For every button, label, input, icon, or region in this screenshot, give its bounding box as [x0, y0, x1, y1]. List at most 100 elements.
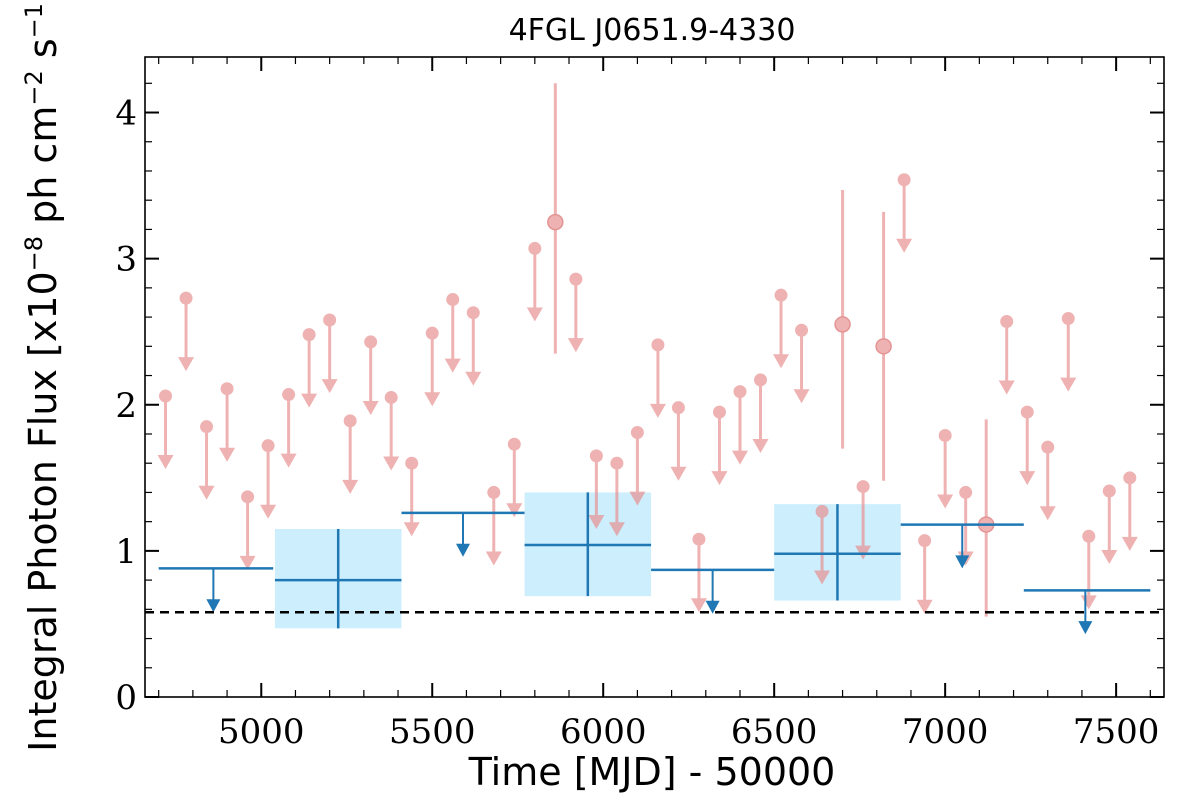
plot-area [145, 83, 1164, 635]
fine-upper-limit-arrowhead [649, 403, 666, 418]
fine-upper-limit [690, 532, 707, 613]
fine-upper-limit-marker [938, 428, 952, 442]
fine-upper-limit-arrowhead [1039, 506, 1056, 521]
fine-detection [977, 419, 995, 617]
fine-upper-limit [1121, 471, 1138, 551]
coarse-upper-limit-arrowhead [456, 543, 471, 557]
fine-upper-limit-arrowhead [260, 504, 277, 519]
fine-upper-limit-marker [1123, 471, 1137, 485]
fine-upper-limit-arrowhead [896, 238, 913, 253]
fine-upper-limit-arrowhead [998, 380, 1015, 395]
fine-upper-limit-marker [610, 456, 624, 470]
fine-upper-limit [424, 326, 441, 407]
x-tick-label: 5500 [389, 712, 476, 752]
fine-upper-limit-marker [446, 293, 460, 307]
fine-upper-limit [485, 485, 502, 566]
fine-upper-limit [608, 456, 625, 537]
fine-upper-limit-marker [1082, 529, 1096, 543]
fine-upper-limit [1060, 312, 1077, 392]
fine-upper-limit-marker [425, 326, 439, 340]
y-tick-label: 0 [115, 678, 137, 718]
coarse-upper-limit-arrowhead [1078, 621, 1093, 635]
fine-upper-limit-marker [959, 485, 973, 499]
fine-upper-limit [814, 504, 831, 585]
fine-upper-limit-marker [1102, 484, 1116, 498]
fine-upper-limit [1039, 440, 1056, 521]
fine-upper-limit-marker [384, 390, 398, 404]
fine-upper-limit-marker [712, 405, 726, 419]
fine-upper-limit [896, 173, 913, 253]
fine-upper-limit-marker [1000, 314, 1014, 328]
fine-upper-limit-marker [774, 288, 788, 302]
fine-upper-limit-arrowhead [608, 522, 625, 537]
fine-upper-limit-marker [282, 388, 296, 402]
fine-upper-limit-arrowhead [280, 453, 297, 468]
fine-upper-limit-arrowhead [567, 338, 584, 353]
fine-upper-limit-marker [323, 313, 337, 327]
fine-upper-limit [157, 389, 174, 470]
fine-upper-limit [444, 293, 461, 373]
fine-upper-limit-arrowhead [1121, 536, 1138, 551]
fine-upper-limit [362, 335, 379, 415]
fine-upper-limit-marker [795, 323, 809, 337]
fine-upper-limit-arrowhead [342, 479, 359, 494]
fine-upper-limit-marker [1061, 312, 1075, 326]
fine-upper-limit-marker [733, 385, 747, 399]
plot-frame [144, 56, 1165, 698]
fine-upper-limit-marker [364, 335, 378, 349]
fine-upper-limit-arrowhead [773, 354, 790, 369]
fine-upper-limit-arrowhead [219, 447, 236, 462]
fine-upper-limit-marker [569, 272, 583, 286]
fine-upper-limit [567, 272, 584, 353]
fine-upper-limit-marker [159, 389, 173, 403]
fine-upper-limit-arrowhead [178, 357, 195, 372]
fine-upper-limit [1080, 529, 1097, 610]
fine-upper-limit-marker [179, 291, 193, 305]
fine-upper-limit-marker [918, 534, 932, 548]
fine-upper-limit-marker [487, 485, 501, 499]
fine-upper-limit-marker [241, 490, 255, 504]
fine-upper-limit-marker [405, 456, 419, 470]
fine-upper-limit [239, 490, 256, 570]
y-tick-label: 3 [115, 240, 137, 280]
fine-upper-limit [178, 291, 195, 372]
fine-upper-limit-marker [692, 532, 706, 546]
fine-upper-limit-marker [466, 306, 480, 320]
y-axis-label-text: s [21, 38, 65, 70]
fine-upper-limit-arrowhead [670, 466, 687, 481]
fine-upper-limit-marker [754, 373, 768, 387]
fine-upper-limit-arrowhead [793, 389, 810, 404]
fine-upper-limit [916, 534, 933, 614]
x-tick-label: 6500 [731, 712, 818, 752]
fine-upper-limit-marker [343, 414, 357, 428]
y-axis-label-text: Integral Photon Flux [x10 [21, 271, 65, 752]
fine-upper-limit-arrowhead [444, 358, 461, 373]
fine-upper-limit [280, 388, 297, 468]
fine-upper-limit-arrowhead [506, 503, 523, 518]
x-tick-label: 7000 [902, 712, 989, 752]
fine-upper-limit-arrowhead [321, 379, 338, 394]
fine-upper-limit-marker [897, 173, 911, 187]
fine-upper-limit [937, 428, 954, 509]
fine-upper-limit-arrowhead [198, 485, 215, 500]
fine-upper-limit [731, 385, 748, 465]
fine-upper-limit-arrowhead [937, 494, 954, 509]
fine-upper-limit [1101, 484, 1118, 565]
fine-upper-limit-arrowhead [485, 551, 502, 566]
y-axis-label-text: ph cm [21, 106, 65, 236]
fine-upper-limit [383, 390, 400, 471]
fine-upper-limit-arrowhead [362, 400, 379, 415]
fine-upper-limit [588, 449, 605, 529]
fine-detection [875, 211, 892, 481]
fine-detection-marker [547, 213, 564, 231]
y-axis-label-exponent: −8 [20, 236, 48, 271]
fine-upper-limit-arrowhead [403, 522, 420, 537]
fine-upper-limit-arrowhead [588, 514, 605, 529]
fine-upper-limit-arrowhead [1101, 550, 1118, 565]
fine-upper-limit-arrowhead [301, 393, 318, 408]
x-tick-label: 6000 [560, 712, 647, 752]
fine-detection-marker [875, 338, 892, 355]
y-axis-label-text: ] [21, 0, 65, 3]
fine-upper-limit-marker [1020, 405, 1034, 419]
fine-upper-limit-arrowhead [526, 307, 543, 322]
